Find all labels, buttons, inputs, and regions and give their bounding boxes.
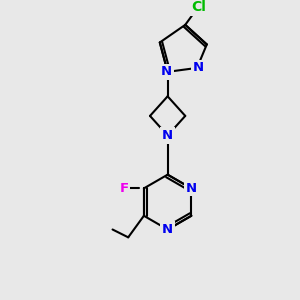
Text: Cl: Cl	[191, 0, 206, 14]
Text: N: N	[161, 65, 172, 78]
Text: N: N	[186, 182, 197, 195]
Text: N: N	[162, 129, 173, 142]
Text: F: F	[120, 182, 129, 195]
Text: N: N	[162, 223, 173, 236]
Text: N: N	[192, 61, 203, 74]
